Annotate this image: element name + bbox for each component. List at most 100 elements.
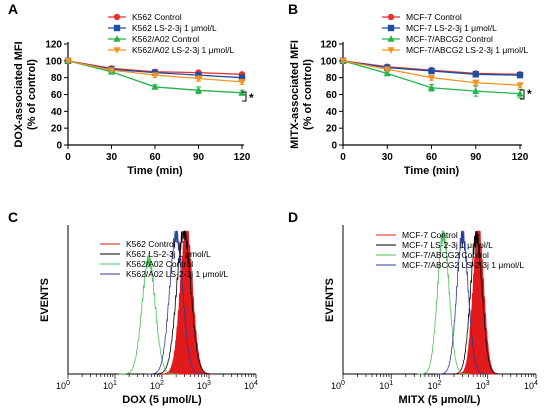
panel-label: A [8, 1, 18, 17]
significance-bracket [520, 89, 525, 100]
legend-entry: MCF-7/ABCG2 Control [382, 34, 493, 44]
legend-entry: K562/A02 LS-2-3j 1 μmol/L [108, 45, 235, 55]
legend-marker [113, 47, 121, 54]
legend-entry: MCF-7 LS-2-3j 1 μmol/L [376, 240, 493, 250]
x-tick-label: 60 [426, 152, 438, 163]
data-point [472, 79, 480, 87]
data-point [195, 71, 202, 79]
x-tick-label: 30 [106, 152, 118, 163]
series-2 [64, 57, 246, 96]
histogram-3 [146, 230, 206, 375]
data-point [194, 86, 203, 94]
x-tick-label: 102 [150, 380, 164, 391]
legend-entry: K562 Control [108, 12, 182, 22]
series-3 [64, 58, 246, 86]
y-tick-label: 0 [56, 141, 62, 152]
legend-label: K562 LS-2-3j 1 μmol/L [126, 249, 211, 259]
data-point [472, 87, 480, 94]
histogram-3 [436, 230, 489, 375]
histogram-1 [450, 230, 503, 375]
legend-label: K562/A02 LS-2-3j 1 μmol/L [126, 269, 229, 279]
data-point [472, 71, 479, 78]
data-point [516, 89, 524, 97]
significance-marker: * [249, 91, 254, 105]
y-tick-label: 60 [51, 90, 63, 101]
legend-entry: MCF-7 Control [376, 230, 458, 240]
x-axis-title: MITX (5 μmol/L) [399, 394, 481, 406]
legend-label: K562/A02 Control [126, 259, 193, 269]
x-tick-label: 0 [65, 152, 71, 163]
legend-marker [113, 24, 121, 32]
legend-label: MCF-7/ABCG2 LS-2-3j 1 μmol/L [402, 260, 524, 270]
data-point [516, 71, 524, 79]
x-tick-label: 120 [234, 152, 251, 163]
legend-entry: MCF-7/ABCG2 LS-2-3j 1 μmol/L [382, 45, 528, 55]
data-point [427, 83, 436, 91]
panel-label: D [288, 209, 298, 225]
x-tick-label: 30 [382, 152, 394, 163]
x-axis-title: Time (min) [127, 165, 183, 177]
legend-marker [387, 35, 395, 42]
y-axis-title: MITX-associated MFI [289, 40, 301, 149]
legend-entry: MCF-7 Control [382, 12, 462, 22]
x-tick-label: 102 [428, 380, 442, 391]
y-tick-label: 100 [320, 56, 337, 67]
legend-entry: K562 LS-2-3j 1 μmol/L [108, 23, 217, 33]
legend-entry: K562/A02 LS-2-3j 1 μmol/L [100, 269, 229, 279]
legend-entry: K562 Control [100, 239, 176, 249]
x-tick-label: 90 [470, 152, 482, 163]
legend-label: K562/A02 LS-2-3j 1 μmol/L [132, 45, 235, 55]
panel-d: D 100 101 102 103 104 MITX (5 μmol/L) EVENTS MCF… [288, 209, 538, 406]
y-axis-title-sub: (% of control) [302, 59, 314, 130]
y-tick-label: 60 [326, 90, 338, 101]
x-tick-label: 100 [331, 380, 345, 391]
y-tick-label: 120 [45, 40, 62, 51]
x-tick-label: 60 [149, 152, 161, 163]
series-3 [339, 58, 524, 90]
legend-label: K562/A02 Control [132, 34, 199, 44]
panel-label: C [8, 209, 18, 225]
y-tick-label: 100 [45, 56, 62, 67]
x-axis-title: DOX (5 μmol/L) [122, 394, 202, 406]
significance-marker: * [527, 87, 532, 101]
panel-c: C 100 101 102 103 104 DOX (5 μmol/L) EVENTS K562… [8, 209, 258, 406]
legend-label: MCF-7 Control [402, 230, 458, 240]
x-tick-label: 120 [512, 152, 529, 163]
y-axis-title-sub: (% of control) [26, 59, 38, 130]
x-tick-label: 104 [244, 380, 258, 391]
data-point [238, 79, 246, 86]
legend-label: MCF-7/ABCG2 Control [406, 34, 493, 44]
data-point [428, 67, 435, 75]
legend-label: MCF-7 LS-2-3j 1 μmol/L [402, 240, 493, 250]
data-point [107, 67, 116, 74]
histogram-2 [417, 230, 470, 375]
x-tick-label: 103 [476, 380, 490, 391]
legend-label: K562 Control [126, 239, 176, 249]
data-point [151, 72, 159, 79]
legend-label: MCF-7 LS-2-3j 1 μmol/L [406, 23, 497, 33]
legend-entry: K562 LS-2-3j 1 μmol/L [100, 249, 211, 259]
y-axis-title: EVENTS [324, 278, 336, 322]
legend-entry: MCF-7 LS-2-3j 1 μmol/L [382, 23, 497, 33]
legend-marker [387, 13, 395, 21]
significance-bracket [242, 91, 247, 102]
x-tick-label: 101 [103, 380, 117, 391]
y-tick-label: 40 [326, 107, 338, 118]
legend-entry: K562/A02 Control [108, 34, 199, 44]
data-point [339, 58, 347, 65]
legend-label: MCF-7 Control [406, 12, 462, 22]
panel-label: B [288, 1, 298, 17]
histogram-0 [454, 230, 503, 375]
y-tick-label: 120 [320, 40, 337, 51]
x-tick-label: 0 [340, 152, 346, 163]
legend-label: K562 Control [132, 12, 182, 22]
legend-marker [387, 47, 395, 54]
y-tick-label: 80 [51, 73, 63, 84]
histogram-1 [152, 230, 216, 375]
legend-entry: K562/A02 Control [100, 259, 193, 269]
y-tick-label: 40 [51, 107, 63, 118]
legend-label: K562 LS-2-3j 1 μmol/L [132, 23, 217, 33]
y-tick-label: 80 [326, 73, 338, 84]
y-axis-title: DOX-associated MFI [13, 41, 25, 147]
